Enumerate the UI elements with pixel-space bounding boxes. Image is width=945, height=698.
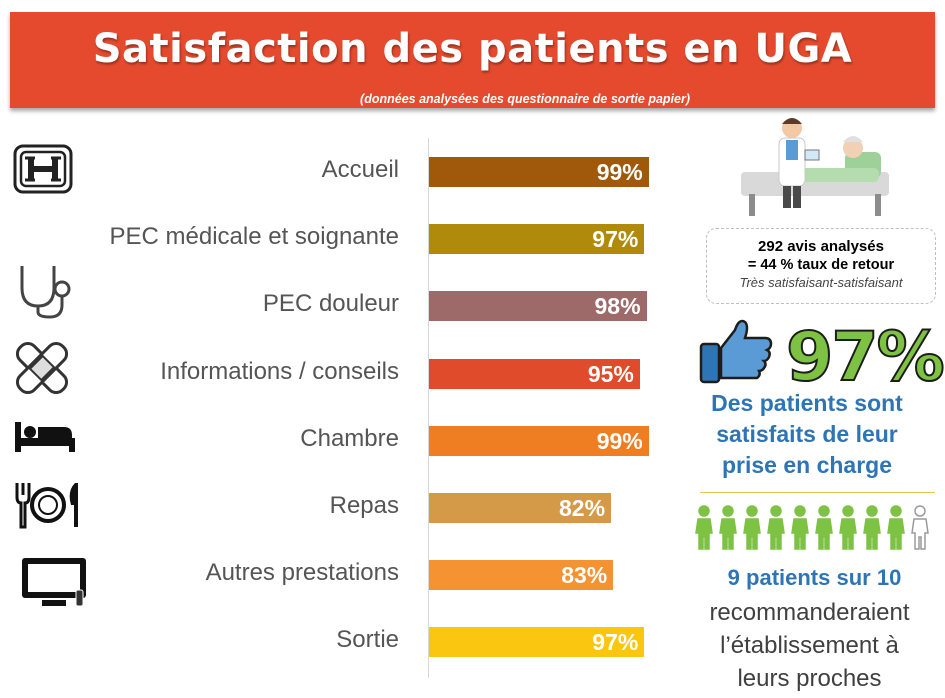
satisfaction-line-1: Des patients sont — [711, 390, 903, 416]
return-rate: = 44 % taux de retour — [747, 257, 895, 273]
stethoscope-icon — [20, 266, 71, 319]
plate-cutlery-icon — [15, 483, 78, 529]
person-icon-empty — [911, 505, 929, 550]
satisfaction-line-3: prise en charge — [721, 452, 893, 478]
doctor-patient-illustration — [741, 118, 889, 216]
page-subtitle: (données analysées des questionnaire de … — [360, 92, 690, 106]
bar: 99% — [429, 157, 649, 187]
person-icon-filled — [743, 505, 761, 550]
recommend-line-3: leurs proches — [737, 665, 882, 692]
bar-value-label: 99% — [596, 427, 643, 454]
bed-icon — [15, 422, 75, 452]
bar: 97% — [429, 627, 645, 658]
satisfaction-scope: Très satisfaisant-satisfaisant — [739, 275, 903, 290]
category-label: Sortie — [336, 626, 399, 654]
category-label: Autres prestations — [205, 559, 399, 587]
satisfaction-text: Des patients sont satisfaits de leur pri… — [692, 388, 922, 481]
satisfaction-percent: 97% — [785, 317, 945, 398]
recommend-line-2: l’établissement à — [720, 632, 899, 659]
thumbs-up-icon — [699, 319, 773, 384]
category-label: Chambre — [300, 424, 399, 452]
people-pictogram — [695, 505, 929, 550]
bar: 95% — [429, 358, 640, 389]
reviews-count: 292 avis analysés — [758, 238, 884, 255]
divider — [700, 492, 935, 493]
person-icon-filled — [767, 505, 785, 550]
category-label: PEC douleur — [262, 290, 399, 318]
bar-value-label: 95% — [587, 360, 634, 387]
page-title: Satisfaction des patients en UGA — [92, 26, 853, 72]
bar: 99% — [429, 425, 649, 456]
television-icon — [22, 558, 86, 607]
recommend-text: recommanderaient l’établissement à leurs… — [672, 596, 945, 695]
bar: 82% — [429, 493, 612, 523]
person-icon-filled — [815, 505, 833, 550]
bar-value-label: 82% — [558, 495, 606, 521]
person-icon-filled — [695, 505, 713, 550]
bar-value-label: 83% — [561, 562, 608, 589]
person-icon-filled — [863, 505, 881, 550]
bar: 97% — [429, 224, 645, 255]
bar-value-label: 97% — [592, 226, 639, 253]
category-label: Accueil — [321, 156, 399, 183]
satisfaction-line-2: satisfaits de leur — [716, 421, 898, 447]
recommend-headline: 9 patients sur 10 — [727, 565, 902, 590]
person-icon-filled — [719, 505, 737, 550]
title-banner: Satisfaction des patients en UGA (donnée… — [10, 12, 935, 108]
bar: 83% — [429, 560, 614, 591]
category-label: PEC médicale et soignante — [109, 223, 400, 251]
category-label: Repas — [329, 492, 399, 519]
recommend-line-1: recommanderaient — [709, 599, 910, 626]
bar: 98% — [429, 291, 647, 322]
bar-value-label: 98% — [594, 293, 641, 320]
person-icon-filled — [887, 505, 905, 550]
hospital-icon — [13, 144, 73, 194]
chart-axis-line — [428, 138, 429, 678]
person-icon-filled — [839, 505, 857, 550]
bandage-icon — [15, 341, 69, 395]
category-label: Informations / conseils — [160, 357, 399, 385]
person-icon-filled — [791, 505, 809, 550]
bar-value-label: 99% — [596, 159, 643, 185]
reviews-info-box: 292 avis analysés = 44 % taux de retour … — [706, 228, 936, 304]
bar-value-label: 97% — [592, 629, 639, 656]
